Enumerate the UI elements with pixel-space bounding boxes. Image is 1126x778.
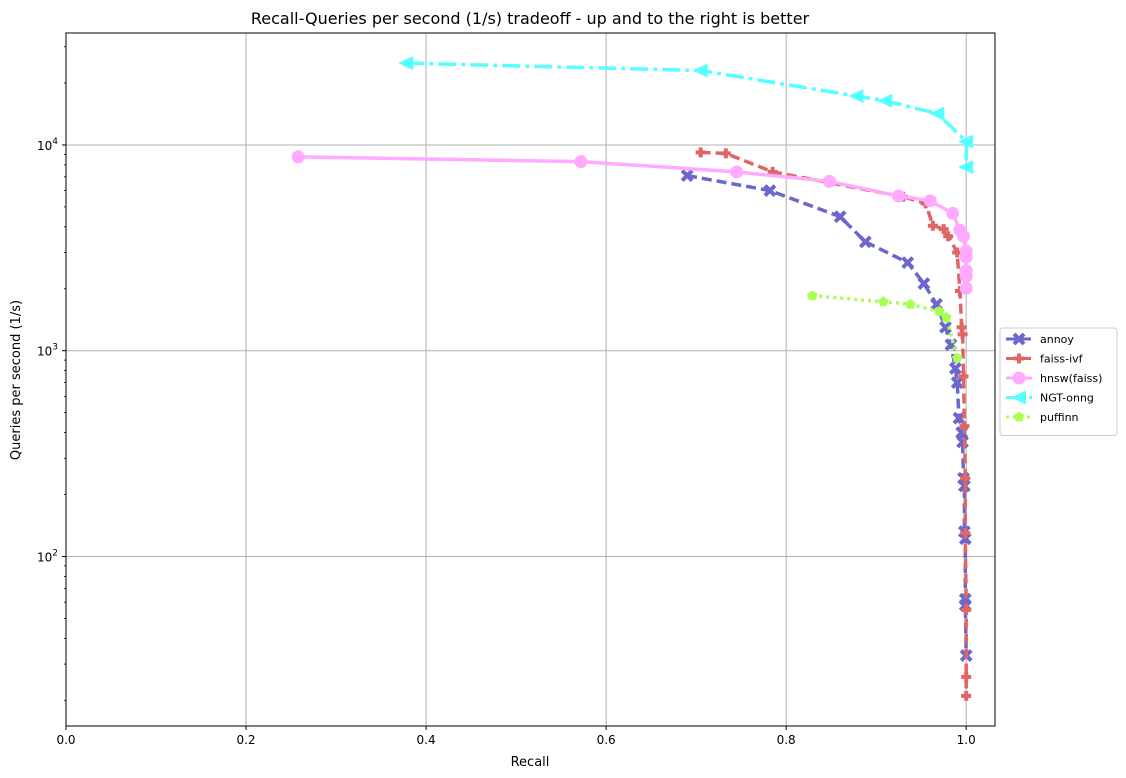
x-tick-label: 0.2	[236, 733, 255, 747]
data-point-faiss-ivf	[961, 604, 972, 615]
legend-marker-hnsw(faiss)	[1012, 371, 1026, 385]
data-point-annoy	[939, 320, 952, 334]
y-tick-label: 103	[37, 343, 58, 359]
data-point-annoy	[950, 376, 964, 389]
series-line-puffinn	[812, 293, 959, 359]
data-point-faiss-ivf	[961, 671, 972, 682]
legend-marker-faiss-ivf	[1014, 353, 1024, 364]
data-point-hnsw(faiss)	[822, 174, 836, 188]
legend: annoy faiss-ivf hnsw(faiss) NGT-onng puffinn	[999, 327, 1118, 436]
data-point-annoy	[858, 235, 872, 249]
grid-lines	[65, 33, 995, 726]
series-puffinn	[807, 290, 963, 363]
data-point-hnsw(faiss)	[892, 189, 906, 203]
legend-label-annoy: annoy	[1040, 333, 1074, 346]
data-point-faiss-ivf	[958, 371, 969, 382]
data-point-NGT-onng	[958, 134, 974, 149]
legend-label-hnsw(faiss): hnsw(faiss)	[1040, 372, 1102, 385]
series-faiss-ivf	[695, 147, 972, 701]
data-point-NGT-onng	[848, 88, 864, 103]
data-point-faiss-ivf	[695, 147, 706, 158]
data-point-faiss-ivf	[961, 690, 972, 701]
y-tick-label: 104	[37, 137, 58, 153]
series-annoy	[680, 169, 973, 662]
legend-marker-puffinn	[1013, 411, 1025, 422]
data-point-annoy	[833, 210, 847, 224]
data-point-annoy	[952, 411, 966, 425]
x-tick-label: 0.6	[597, 733, 616, 747]
series-line-hnsw(faiss)	[298, 155, 968, 289]
data-point-NGT-onng	[877, 93, 893, 108]
data-point-faiss-ivf	[943, 231, 954, 242]
y-tick-label: 102	[37, 548, 58, 564]
series-layer	[291, 56, 974, 701]
data-point-NGT-onng	[929, 106, 945, 121]
data-point-faiss-ivf	[720, 148, 731, 159]
legend-marker-NGT-onng	[1011, 390, 1026, 405]
legend-box	[999, 327, 1118, 436]
data-point-hnsw(faiss)	[956, 229, 970, 243]
data-point-puffinn	[934, 306, 945, 316]
data-point-faiss-ivf	[960, 528, 971, 539]
data-point-hnsw(faiss)	[730, 165, 744, 179]
data-point-faiss-ivf	[960, 473, 971, 484]
data-point-NGT-onng	[692, 63, 708, 78]
series-line-annoy	[686, 173, 968, 656]
data-point-faiss-ivf	[959, 421, 970, 432]
axis-ticks: 0.0 0.2 0.4 0.6 0.8 1.0 102 103 104	[37, 46, 976, 747]
x-tick-label: 1.0	[957, 733, 976, 747]
legend-label-puffinn: puffinn	[1040, 411, 1079, 424]
data-point-hnsw(faiss)	[574, 155, 588, 169]
data-point-annoy	[917, 277, 931, 290]
x-tick-label: 0.8	[777, 733, 796, 747]
data-point-faiss-ivf	[938, 224, 949, 235]
chart-title: Recall-Queries per second (1/s) tradeoff…	[251, 9, 810, 28]
data-point-NGT-onng	[398, 56, 414, 71]
data-point-annoy	[948, 362, 962, 375]
plot-frame	[65, 32, 996, 727]
data-point-hnsw(faiss)	[946, 206, 960, 220]
data-point-hnsw(faiss)	[959, 281, 973, 295]
data-point-annoy	[680, 169, 694, 182]
data-point-hnsw(faiss)	[923, 194, 937, 208]
data-point-faiss-ivf	[927, 220, 938, 231]
data-point-faiss-ivf	[957, 329, 968, 340]
data-point-puffinn	[807, 290, 818, 301]
legend-label-NGT-onng: NGT-onng	[1040, 392, 1094, 405]
data-point-hnsw(faiss)	[959, 250, 973, 264]
legend-marker-annoy	[1012, 332, 1026, 346]
series-hnsw(faiss)	[291, 150, 973, 295]
series-line-NGT-onng	[406, 61, 968, 168]
x-tick-label: 0.0	[56, 733, 75, 747]
data-point-hnsw(faiss)	[959, 269, 973, 283]
series-NGT-onng	[398, 56, 974, 175]
data-point-puffinn	[905, 298, 916, 309]
data-point-annoy	[763, 184, 777, 198]
data-point-hnsw(faiss)	[291, 150, 305, 164]
series-line-faiss-ivf	[700, 150, 968, 696]
data-point-puffinn	[941, 312, 952, 322]
legend-label-faiss-ivf: faiss-ivf	[1040, 353, 1084, 366]
y-axis-label: Queries per second (1/s)	[9, 300, 24, 460]
data-point-NGT-onng	[958, 160, 974, 175]
data-point-annoy	[958, 532, 972, 546]
x-axis-label: Recall	[511, 755, 550, 770]
data-point-puffinn	[952, 352, 963, 363]
x-tick-label: 0.4	[417, 733, 436, 747]
data-point-annoy	[901, 256, 915, 270]
data-point-puffinn	[878, 296, 889, 307]
